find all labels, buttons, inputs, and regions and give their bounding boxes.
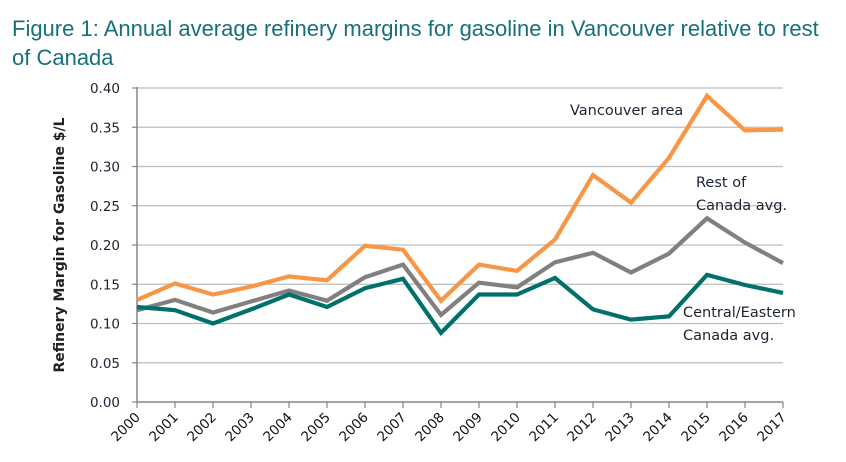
y-tick-label: 0.30 xyxy=(90,160,120,176)
x-tick-label: 2000 xyxy=(108,410,144,446)
y-tick-label: 0.00 xyxy=(90,395,120,411)
x-tick-label: 2009 xyxy=(450,410,486,446)
x-tick-label: 2010 xyxy=(488,410,524,446)
figure-title: Figure 1: Annual average refinery margin… xyxy=(12,16,819,70)
x-tick-label: 2005 xyxy=(298,410,334,446)
series-annotation: Canada avg. xyxy=(683,328,774,344)
series-line-vancouver-area xyxy=(136,92,784,304)
y-tick-label: 0.40 xyxy=(90,81,120,97)
x-tick-label: 2004 xyxy=(260,410,296,446)
y-tick-label: 0.20 xyxy=(90,238,120,254)
x-tick-label: 2017 xyxy=(754,410,790,446)
x-tick-label: 2003 xyxy=(222,410,258,446)
y-tick-label: 0.35 xyxy=(90,120,120,136)
series-annotation: Canada avg. xyxy=(696,198,787,214)
series-annotation: Central/Eastern xyxy=(683,305,796,321)
x-tick-label: 2011 xyxy=(526,410,562,446)
x-tick-label: 2015 xyxy=(678,410,714,446)
series-line-rest-of-canada-avg xyxy=(136,215,784,318)
series-lines xyxy=(136,92,784,337)
y-axis-label: Refinery Margin for Gasoline $/L xyxy=(52,117,68,372)
x-tick-label: 2001 xyxy=(146,410,182,446)
x-tick-label: 2013 xyxy=(602,410,638,446)
y-tick-label: 0.05 xyxy=(90,356,120,372)
series-line-central-eastern-canada-avg xyxy=(136,272,784,337)
x-tick-labels: 2000 2001 2002 2003 2004 2005 2006 2007 2008 2009… xyxy=(108,410,790,446)
x-tick-label: 2008 xyxy=(412,410,448,446)
series-annotation: Rest of xyxy=(696,175,747,191)
x-tick-label: 2006 xyxy=(336,410,372,446)
series-annotation: Vancouver area xyxy=(570,103,683,119)
y-tick-label: 0.10 xyxy=(90,317,120,333)
axes xyxy=(132,87,784,408)
y-tick-labels: 0.00 0.05 0.10 0.15 0.20 0.25 0.30 0.35 0.40 xyxy=(90,81,120,411)
x-tick-label: 2002 xyxy=(184,410,220,446)
x-tick-label: 2012 xyxy=(564,410,600,446)
x-tick-label: 2016 xyxy=(716,410,752,446)
x-tick-label: 2014 xyxy=(640,410,676,446)
y-tick-label: 0.25 xyxy=(90,199,120,215)
x-tick-label: 2007 xyxy=(374,410,410,446)
y-tick-label: 0.15 xyxy=(90,277,120,293)
series-annotations: Vancouver area Rest of Canada avg. Central/… xyxy=(570,103,796,344)
